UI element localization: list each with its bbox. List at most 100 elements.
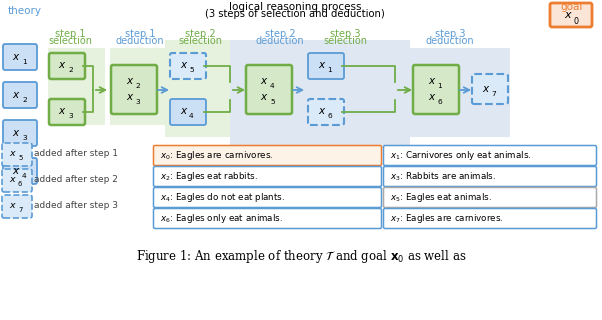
Text: $x$: $x$ [261,92,269,101]
FancyBboxPatch shape [170,99,206,125]
FancyBboxPatch shape [383,209,597,228]
Text: $x_2$: Eagles eat rabbits.: $x_2$: Eagles eat rabbits. [160,170,258,183]
FancyBboxPatch shape [111,65,157,114]
Text: deduction: deduction [426,36,474,46]
Text: step 1: step 1 [55,29,85,39]
FancyBboxPatch shape [2,195,32,218]
Text: $x$: $x$ [564,10,573,20]
FancyBboxPatch shape [383,146,597,165]
FancyBboxPatch shape [383,166,597,187]
Text: $x_3$: Rabbits are animals.: $x_3$: Rabbits are animals. [390,170,496,183]
FancyBboxPatch shape [308,53,344,79]
FancyBboxPatch shape [246,65,292,114]
Text: $x_5$: Eagles eat animals.: $x_5$: Eagles eat animals. [390,191,492,204]
Text: $x$: $x$ [13,165,21,175]
Text: 4: 4 [270,84,275,90]
FancyBboxPatch shape [3,44,37,70]
Text: 6: 6 [437,99,442,105]
FancyBboxPatch shape [154,166,382,187]
Text: $x$: $x$ [179,60,188,70]
Text: 2: 2 [68,68,73,74]
Text: added after step 2: added after step 2 [34,175,118,185]
Text: theory: theory [8,6,42,16]
Text: $x$: $x$ [58,107,67,116]
Text: deduction: deduction [116,36,164,46]
Text: step 2: step 2 [185,29,216,39]
Text: $x$: $x$ [9,149,17,158]
Text: 3: 3 [68,114,73,119]
Text: $x$: $x$ [261,76,269,86]
Text: 1: 1 [437,84,442,90]
Text: Figure 1: An example of theory $\mathcal{T}$ and goal $\mathbf{x}_0$ as well as: Figure 1: An example of theory $\mathcal… [136,248,466,265]
Text: $x_0$: Eagles are carnivores.: $x_0$: Eagles are carnivores. [160,149,273,162]
Text: step 1: step 1 [125,29,155,39]
Text: step 2: step 2 [265,29,296,39]
Text: $x_4$: Eagles do not eat plants.: $x_4$: Eagles do not eat plants. [160,191,285,204]
FancyBboxPatch shape [550,3,592,27]
Text: $x$: $x$ [125,92,134,101]
FancyBboxPatch shape [413,65,459,114]
Text: $x$: $x$ [482,84,490,93]
Text: $x$: $x$ [13,127,21,138]
Polygon shape [410,48,510,137]
Text: 3: 3 [22,134,26,140]
Text: 6: 6 [327,114,332,119]
FancyBboxPatch shape [3,120,37,146]
Polygon shape [230,40,410,148]
Text: deduction: deduction [256,36,305,46]
Text: $x$: $x$ [58,60,67,70]
Text: 2: 2 [22,97,26,102]
FancyBboxPatch shape [154,209,382,228]
FancyBboxPatch shape [154,146,382,165]
Text: $x_7$: Eagles are carnivores.: $x_7$: Eagles are carnivores. [390,212,503,225]
Text: $x$: $x$ [427,92,436,101]
Text: (3 steps of selection and deduction): (3 steps of selection and deduction) [205,9,385,19]
Text: $x$: $x$ [179,107,188,116]
FancyBboxPatch shape [3,158,37,184]
Text: 0: 0 [574,17,579,26]
Text: 7: 7 [18,207,22,213]
Text: 4: 4 [22,172,26,179]
Text: added after step 1: added after step 1 [34,149,118,158]
Polygon shape [48,48,105,125]
Text: step 3: step 3 [330,29,360,39]
Text: 5: 5 [270,99,275,105]
Text: $x$: $x$ [13,52,21,61]
Text: step 3: step 3 [435,29,465,39]
Text: $x$: $x$ [125,76,134,86]
Text: 5: 5 [189,68,194,74]
FancyBboxPatch shape [472,74,508,104]
Text: added after step 3: added after step 3 [34,202,118,211]
FancyBboxPatch shape [383,188,597,207]
Text: $x_1$: Carnivores only eat animals.: $x_1$: Carnivores only eat animals. [390,149,532,162]
Text: 2: 2 [135,84,140,90]
Text: $x$: $x$ [13,90,21,100]
Text: selection: selection [178,36,222,46]
Text: selection: selection [323,36,367,46]
Text: 3: 3 [135,99,140,105]
Text: 7: 7 [491,91,496,97]
Text: 1: 1 [22,59,26,65]
Text: $x$: $x$ [427,76,436,86]
Text: logical reasoning process: logical reasoning process [229,2,361,12]
Text: 1: 1 [327,68,332,74]
FancyBboxPatch shape [49,53,85,79]
Text: 5: 5 [18,156,22,162]
FancyBboxPatch shape [154,188,382,207]
Text: $x$: $x$ [317,107,326,116]
Text: $x$: $x$ [9,201,17,210]
Polygon shape [110,48,165,125]
Polygon shape [165,40,230,137]
Text: selection: selection [48,36,92,46]
Text: 6: 6 [18,181,22,188]
Text: $x$: $x$ [9,175,17,184]
FancyBboxPatch shape [3,82,37,108]
FancyBboxPatch shape [49,99,85,125]
FancyBboxPatch shape [170,53,206,79]
FancyBboxPatch shape [2,143,32,166]
Text: $x_6$: Eagles only eat animals.: $x_6$: Eagles only eat animals. [160,212,283,225]
FancyBboxPatch shape [2,169,32,192]
FancyBboxPatch shape [308,99,344,125]
Text: goal: goal [561,2,583,12]
Text: 4: 4 [189,114,194,119]
